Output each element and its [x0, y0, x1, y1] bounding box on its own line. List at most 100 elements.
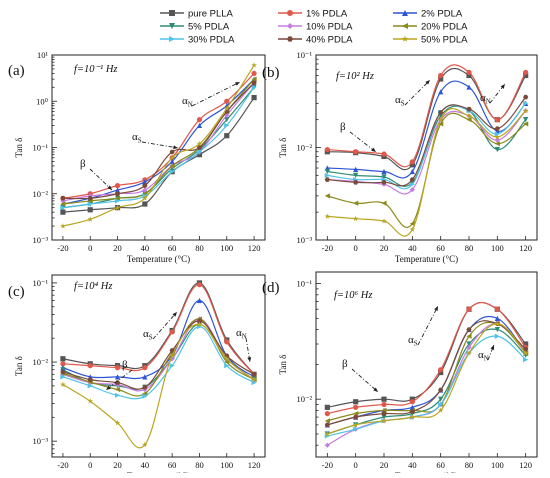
y-tick-label: 10⁻¹ [32, 278, 48, 288]
data-point [523, 347, 529, 352]
data-point [142, 201, 148, 207]
data-point [60, 369, 66, 375]
data-point [324, 177, 330, 182]
data-point [142, 195, 148, 201]
frequency-label: f=10² Hz [336, 71, 374, 82]
data-point [324, 442, 330, 448]
data-point [381, 218, 387, 224]
legend-label: 5% PDLA [188, 22, 230, 33]
data-point [224, 339, 230, 345]
annotation-subscript: S [149, 334, 153, 342]
data-point [466, 350, 472, 356]
data-point [142, 183, 148, 188]
data-point [142, 179, 148, 185]
legend-label: 10% PDLA [306, 22, 353, 33]
data-point [87, 383, 93, 389]
legend-marker [401, 35, 409, 42]
data-point [438, 121, 444, 127]
data-point [438, 396, 444, 402]
data-point [409, 168, 415, 175]
panel-letter: (c) [8, 284, 25, 300]
data-point [438, 72, 444, 79]
annotation-arrowhead [106, 385, 111, 390]
data-point [60, 201, 66, 207]
series-line [327, 64, 527, 168]
data-point [60, 361, 66, 367]
annotation-arrow [152, 311, 178, 340]
y-axis-title: Tan δ [278, 138, 288, 158]
data-point [87, 398, 94, 404]
x-tick-label: 80 [465, 243, 474, 253]
panel-letter: (a) [8, 63, 25, 79]
data-point [114, 386, 121, 393]
x-tick-label: 120 [519, 460, 532, 470]
data-point [60, 356, 66, 362]
annotation-arrow [404, 79, 431, 106]
series [60, 80, 257, 201]
annotation-label: αS [143, 328, 153, 342]
data-point [251, 372, 257, 377]
data-point [523, 69, 529, 75]
series [324, 320, 529, 428]
data-point [494, 326, 500, 333]
series [60, 321, 257, 449]
x-tick-label: 40 [408, 460, 417, 470]
series-line [327, 323, 527, 435]
data-point [523, 121, 529, 127]
annotation-arrowhead [490, 345, 495, 350]
y-tick-label: 10⁻¹ [32, 143, 48, 153]
annotation-arrowhead [107, 185, 112, 190]
data-point [437, 116, 444, 123]
legend-entry: 10% PDLA [278, 22, 353, 33]
chart-panel: -20 0 20 40 60 80 100 120 Temperature (°C) 10⁻³ 10… [262, 50, 538, 264]
legend-marker [169, 10, 175, 16]
series [60, 84, 257, 211]
annotation-arrow [141, 141, 179, 149]
y-tick-label: 10⁻³ [32, 436, 48, 446]
data-point [381, 151, 387, 157]
series [60, 76, 257, 207]
data-point [352, 215, 359, 222]
y-tick-label: 10⁰ [36, 96, 49, 106]
data-point [522, 350, 529, 356]
series-line [62, 320, 255, 390]
x-axis-title: Temperature (°C) [395, 254, 458, 264]
legend-entry: pure PLLA [160, 9, 234, 20]
annotation-label: β [342, 358, 348, 370]
annotation-subscript: N [242, 333, 247, 341]
data-point [438, 89, 444, 95]
data-point [224, 117, 230, 123]
data-point [353, 166, 359, 172]
data-point [324, 193, 330, 199]
series-line [327, 335, 527, 437]
data-point [251, 76, 257, 82]
data-point [466, 69, 472, 75]
legend-marker [169, 36, 175, 42]
data-point [381, 200, 387, 206]
x-tick-label: 40 [141, 243, 150, 253]
series-line [327, 108, 527, 237]
series-line [62, 326, 255, 400]
annotation-arrowhead [235, 82, 240, 86]
data-point [494, 117, 500, 123]
series-line [62, 299, 255, 380]
data-point [494, 315, 500, 321]
series [324, 94, 529, 187]
data-point [324, 431, 331, 437]
annotation-arrowhead [247, 357, 252, 362]
panels: -20 0 20 40 60 80 100 120 Temperature (°C) 10⁻³ 10… [8, 50, 538, 478]
annotation-arrowhead [173, 145, 178, 150]
data-point [114, 204, 121, 211]
data-point [324, 146, 330, 153]
plot-frame [51, 54, 266, 241]
x-tick-label: 0 [88, 243, 92, 253]
y-tick-label: 10⁻³ [32, 235, 48, 245]
data-point [523, 117, 529, 123]
panel-letter: (b) [262, 65, 280, 81]
data-point [87, 363, 93, 369]
data-point [523, 94, 529, 100]
data-point [114, 187, 121, 193]
annotation-subscript: S [401, 100, 405, 108]
annotation-arrow [351, 368, 379, 393]
